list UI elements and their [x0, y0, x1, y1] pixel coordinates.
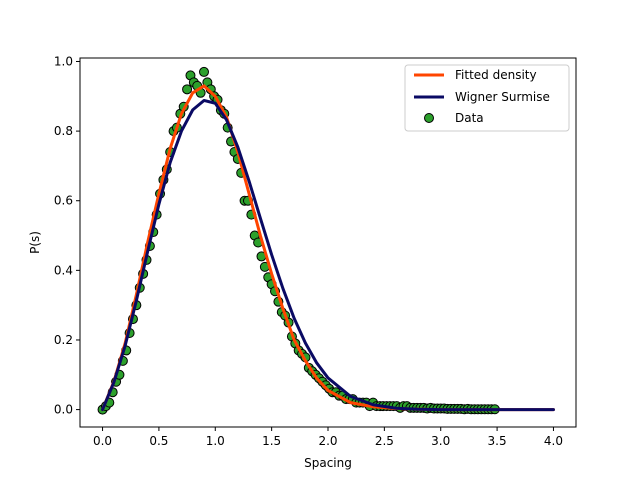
- y-tick-label: 0.8: [54, 124, 73, 138]
- y-axis: 0.0 0.2 0.4 0.6 0.8 1.0: [54, 54, 80, 417]
- legend: Fitted density Wigner Surmise Data: [404, 64, 570, 132]
- y-tick-label: 0.6: [54, 194, 73, 208]
- data-point: [182, 84, 193, 95]
- x-axis-label: Spacing: [304, 456, 352, 470]
- data-point: [199, 66, 209, 77]
- legend-swatch-data: [424, 113, 434, 123]
- x-axis: 0.0 0.5 1.0 1.5 2.0 2.5 3.0 3.5 4.0: [93, 427, 563, 448]
- plot-area: [97, 66, 555, 415]
- x-tick-label: 2.0: [318, 434, 337, 448]
- y-axis-label: P(s): [28, 231, 42, 254]
- x-tick-label: 0.0: [93, 434, 112, 448]
- x-tick-label: 2.5: [375, 434, 394, 448]
- y-tick-label: 0.0: [54, 403, 73, 417]
- y-tick-label: 0.4: [54, 263, 73, 277]
- x-tick-label: 1.0: [206, 434, 225, 448]
- x-tick-label: 1.5: [262, 434, 281, 448]
- x-tick-label: 4.0: [544, 434, 563, 448]
- y-tick-label: 1.0: [54, 54, 73, 68]
- legend-label-data: Data: [455, 111, 484, 125]
- y-tick-label: 0.2: [54, 333, 73, 347]
- legend-box: [404, 64, 570, 132]
- legend-label-wigner-surmise: Wigner Surmise: [455, 90, 550, 104]
- legend-label-fitted-density: Fitted density: [455, 68, 537, 82]
- x-tick-label: 3.5: [488, 434, 507, 448]
- x-tick-label: 3.0: [431, 434, 450, 448]
- x-tick-label: 0.5: [149, 434, 168, 448]
- series-line-wigner-surmise: [101, 98, 555, 412]
